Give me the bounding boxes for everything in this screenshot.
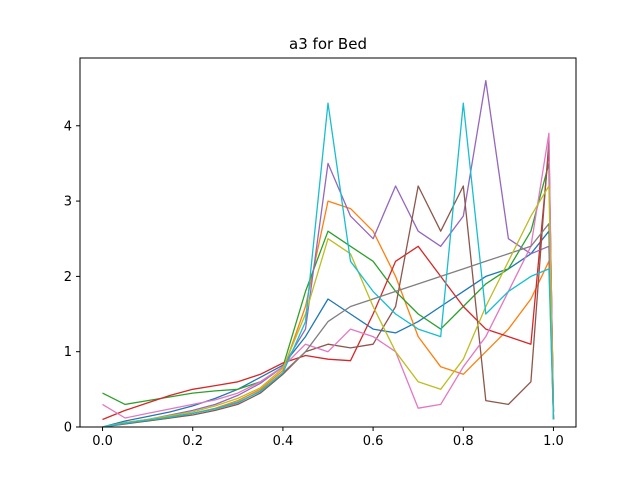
plot-frame [79, 57, 577, 428]
series-line-3 [102, 162, 555, 412]
y-tick-label: 1 [64, 345, 72, 360]
series-line-4 [102, 147, 555, 421]
series-line-9 [102, 185, 555, 427]
x-tick-label: 0.6 [363, 434, 384, 449]
series-layer [102, 79, 555, 427]
x-tick-label: 0.2 [182, 434, 203, 449]
series-line-10 [102, 102, 555, 427]
y-tick-label: 3 [64, 195, 72, 210]
chart-title: a3 for Bed [289, 35, 367, 53]
x-tick-label: 0.8 [453, 434, 474, 449]
x-tick-label: 0.0 [92, 434, 113, 449]
series-line-6 [102, 140, 555, 427]
series-line-5 [102, 79, 555, 427]
y-tick-label: 0 [64, 421, 72, 436]
y-tick-label: 2 [64, 270, 72, 285]
series-line-7 [102, 132, 555, 420]
x-tick-label: 0.4 [273, 434, 294, 449]
y-axis: 0 1 2 3 4 [64, 119, 80, 436]
x-axis: 0.0 0.2 0.4 0.6 0.8 1.0 [92, 427, 564, 449]
y-tick-label: 4 [64, 119, 72, 134]
series-line-1 [102, 230, 555, 427]
x-tick-label: 1.0 [543, 434, 564, 449]
